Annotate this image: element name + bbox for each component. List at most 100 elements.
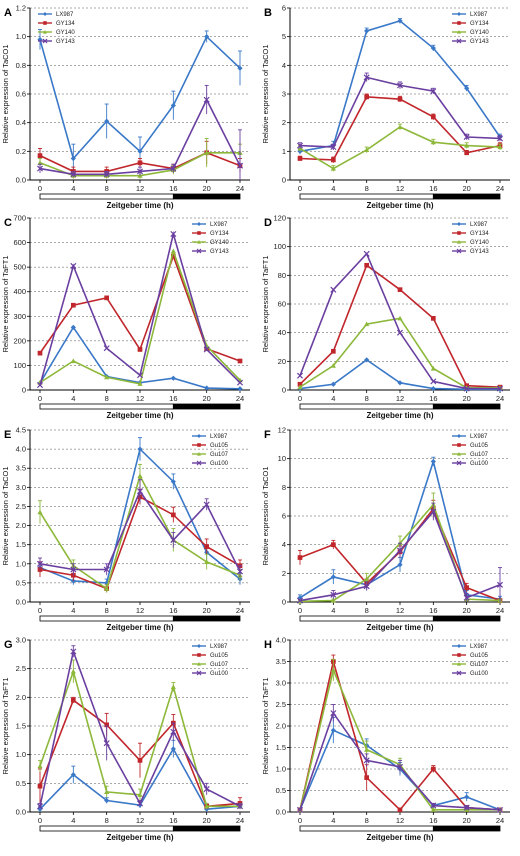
marker-stroke (363, 757, 370, 764)
marker-stroke (103, 740, 110, 747)
y-tick-label: 0.2 (16, 147, 26, 156)
data-point (330, 710, 337, 717)
panel-label-F: F (264, 429, 271, 441)
x-tick-label: 4 (71, 184, 75, 193)
data-point (43, 30, 47, 34)
x-tick-label: 20 (462, 606, 470, 615)
data-point (457, 21, 461, 25)
data-point (197, 662, 201, 666)
data-point (364, 321, 370, 327)
x-tick-label: 24 (236, 606, 244, 615)
data-point (43, 12, 47, 16)
x-tick-label: 20 (202, 184, 210, 193)
x-tick-label: 4 (71, 394, 75, 403)
legend-entry: GY143 (56, 39, 75, 45)
x-tick-label: 4 (331, 816, 335, 825)
data-point (363, 583, 370, 590)
x-tick-label: 0 (298, 184, 302, 193)
marker-stroke (363, 74, 370, 81)
marker-stroke (196, 670, 202, 676)
data-point (456, 38, 462, 44)
data-point (364, 147, 370, 152)
data-point (430, 802, 437, 809)
data-point (104, 789, 110, 795)
legend: LX987 Gu105 Gu107 Gu100 (452, 434, 489, 467)
x-tick-label: 16 (429, 606, 437, 615)
y-tick-label: 3.0 (276, 679, 286, 688)
data-point (463, 804, 470, 811)
data-point (430, 508, 437, 515)
y-axis-label: Relative expression of TaFT1 (261, 678, 270, 775)
x-tick-label: 24 (496, 184, 504, 193)
marker-stroke (203, 346, 210, 353)
series-LX987 (297, 456, 503, 602)
legend-entry: Gu100 (470, 671, 489, 677)
marker-stroke (103, 566, 110, 573)
marker-stroke (236, 803, 244, 810)
panel-C: C 0 100 200 300 400 500 600 700 0 4 8 12 16 20 24 Zeitge… (1, 214, 250, 420)
data-point (496, 581, 504, 588)
data-point (204, 803, 210, 809)
x-tick-label: 24 (496, 816, 504, 825)
data-point (296, 142, 304, 149)
marker-stroke (430, 88, 437, 95)
y-tick-label: 0.0 (276, 808, 286, 817)
marker-stroke (363, 583, 370, 590)
data-point (397, 315, 403, 321)
y-tick-label: 500 (13, 263, 26, 272)
data-point (363, 74, 370, 81)
data-point (430, 458, 436, 465)
y-axis-label: Relative expression of TaFT1 (1, 256, 10, 353)
data-point (197, 231, 201, 235)
panel-label-B: B (264, 7, 272, 19)
marker-stroke (296, 372, 304, 379)
data-point (204, 150, 210, 155)
series-GY140 (297, 123, 503, 172)
series-line (299, 317, 500, 389)
data-point (456, 670, 462, 676)
data-point (297, 381, 303, 387)
x-tick-label: 16 (169, 394, 177, 403)
data-point (496, 135, 504, 142)
data-point (70, 648, 77, 655)
x-tick-label: 20 (462, 184, 470, 193)
data-point (396, 547, 404, 554)
data-point (457, 434, 461, 438)
data-point (36, 560, 44, 567)
series-GY134 (297, 262, 503, 390)
panel-E: E 0.0 0.5 1.0 1.5 2.0 2.5 3.0 3.5 4.0 4.5 0 4 8 12 16 20… (1, 426, 250, 632)
legend-entry: GY140 (56, 30, 75, 36)
data-point (170, 537, 177, 544)
data-point (204, 544, 210, 549)
y-tick-label: 2.0 (16, 693, 26, 702)
data-point (170, 479, 176, 485)
legend-entry: GY143 (470, 249, 489, 255)
series-line (39, 668, 240, 808)
marker-stroke (296, 597, 304, 604)
y-tick-label: 120 (273, 214, 286, 223)
dark-period-bar (432, 825, 501, 832)
marker-stroke (36, 382, 44, 389)
series-GY140 (297, 315, 503, 390)
panel-A: A 0.0 0.2 0.4 0.6 0.8 1.0 1.2 0 4 8 12 16 20 24 Zeitgeb… (1, 4, 250, 210)
data-point (297, 156, 303, 161)
data-point (170, 102, 176, 109)
series-Gu100 (36, 479, 244, 578)
data-point (137, 792, 143, 797)
y-tick-label: 4.0 (276, 636, 286, 645)
y-tick-label: 3.0 (16, 483, 26, 492)
data-point (103, 345, 110, 352)
data-point (457, 240, 461, 244)
x-tick-label: 12 (136, 394, 144, 403)
legend: LX987 GY134 GY140 GY143 (452, 12, 489, 45)
y-tick-label: 100 (13, 361, 26, 370)
x-tick-label: 12 (396, 184, 404, 193)
data-point (430, 45, 436, 51)
y-tick-label: 40 (278, 328, 286, 337)
data-point (104, 722, 110, 728)
data-point (430, 88, 437, 95)
y-tick-label: 400 (13, 287, 26, 296)
legend-entry: LX987 (470, 12, 488, 18)
data-point (330, 727, 336, 733)
marker-stroke (496, 581, 504, 588)
